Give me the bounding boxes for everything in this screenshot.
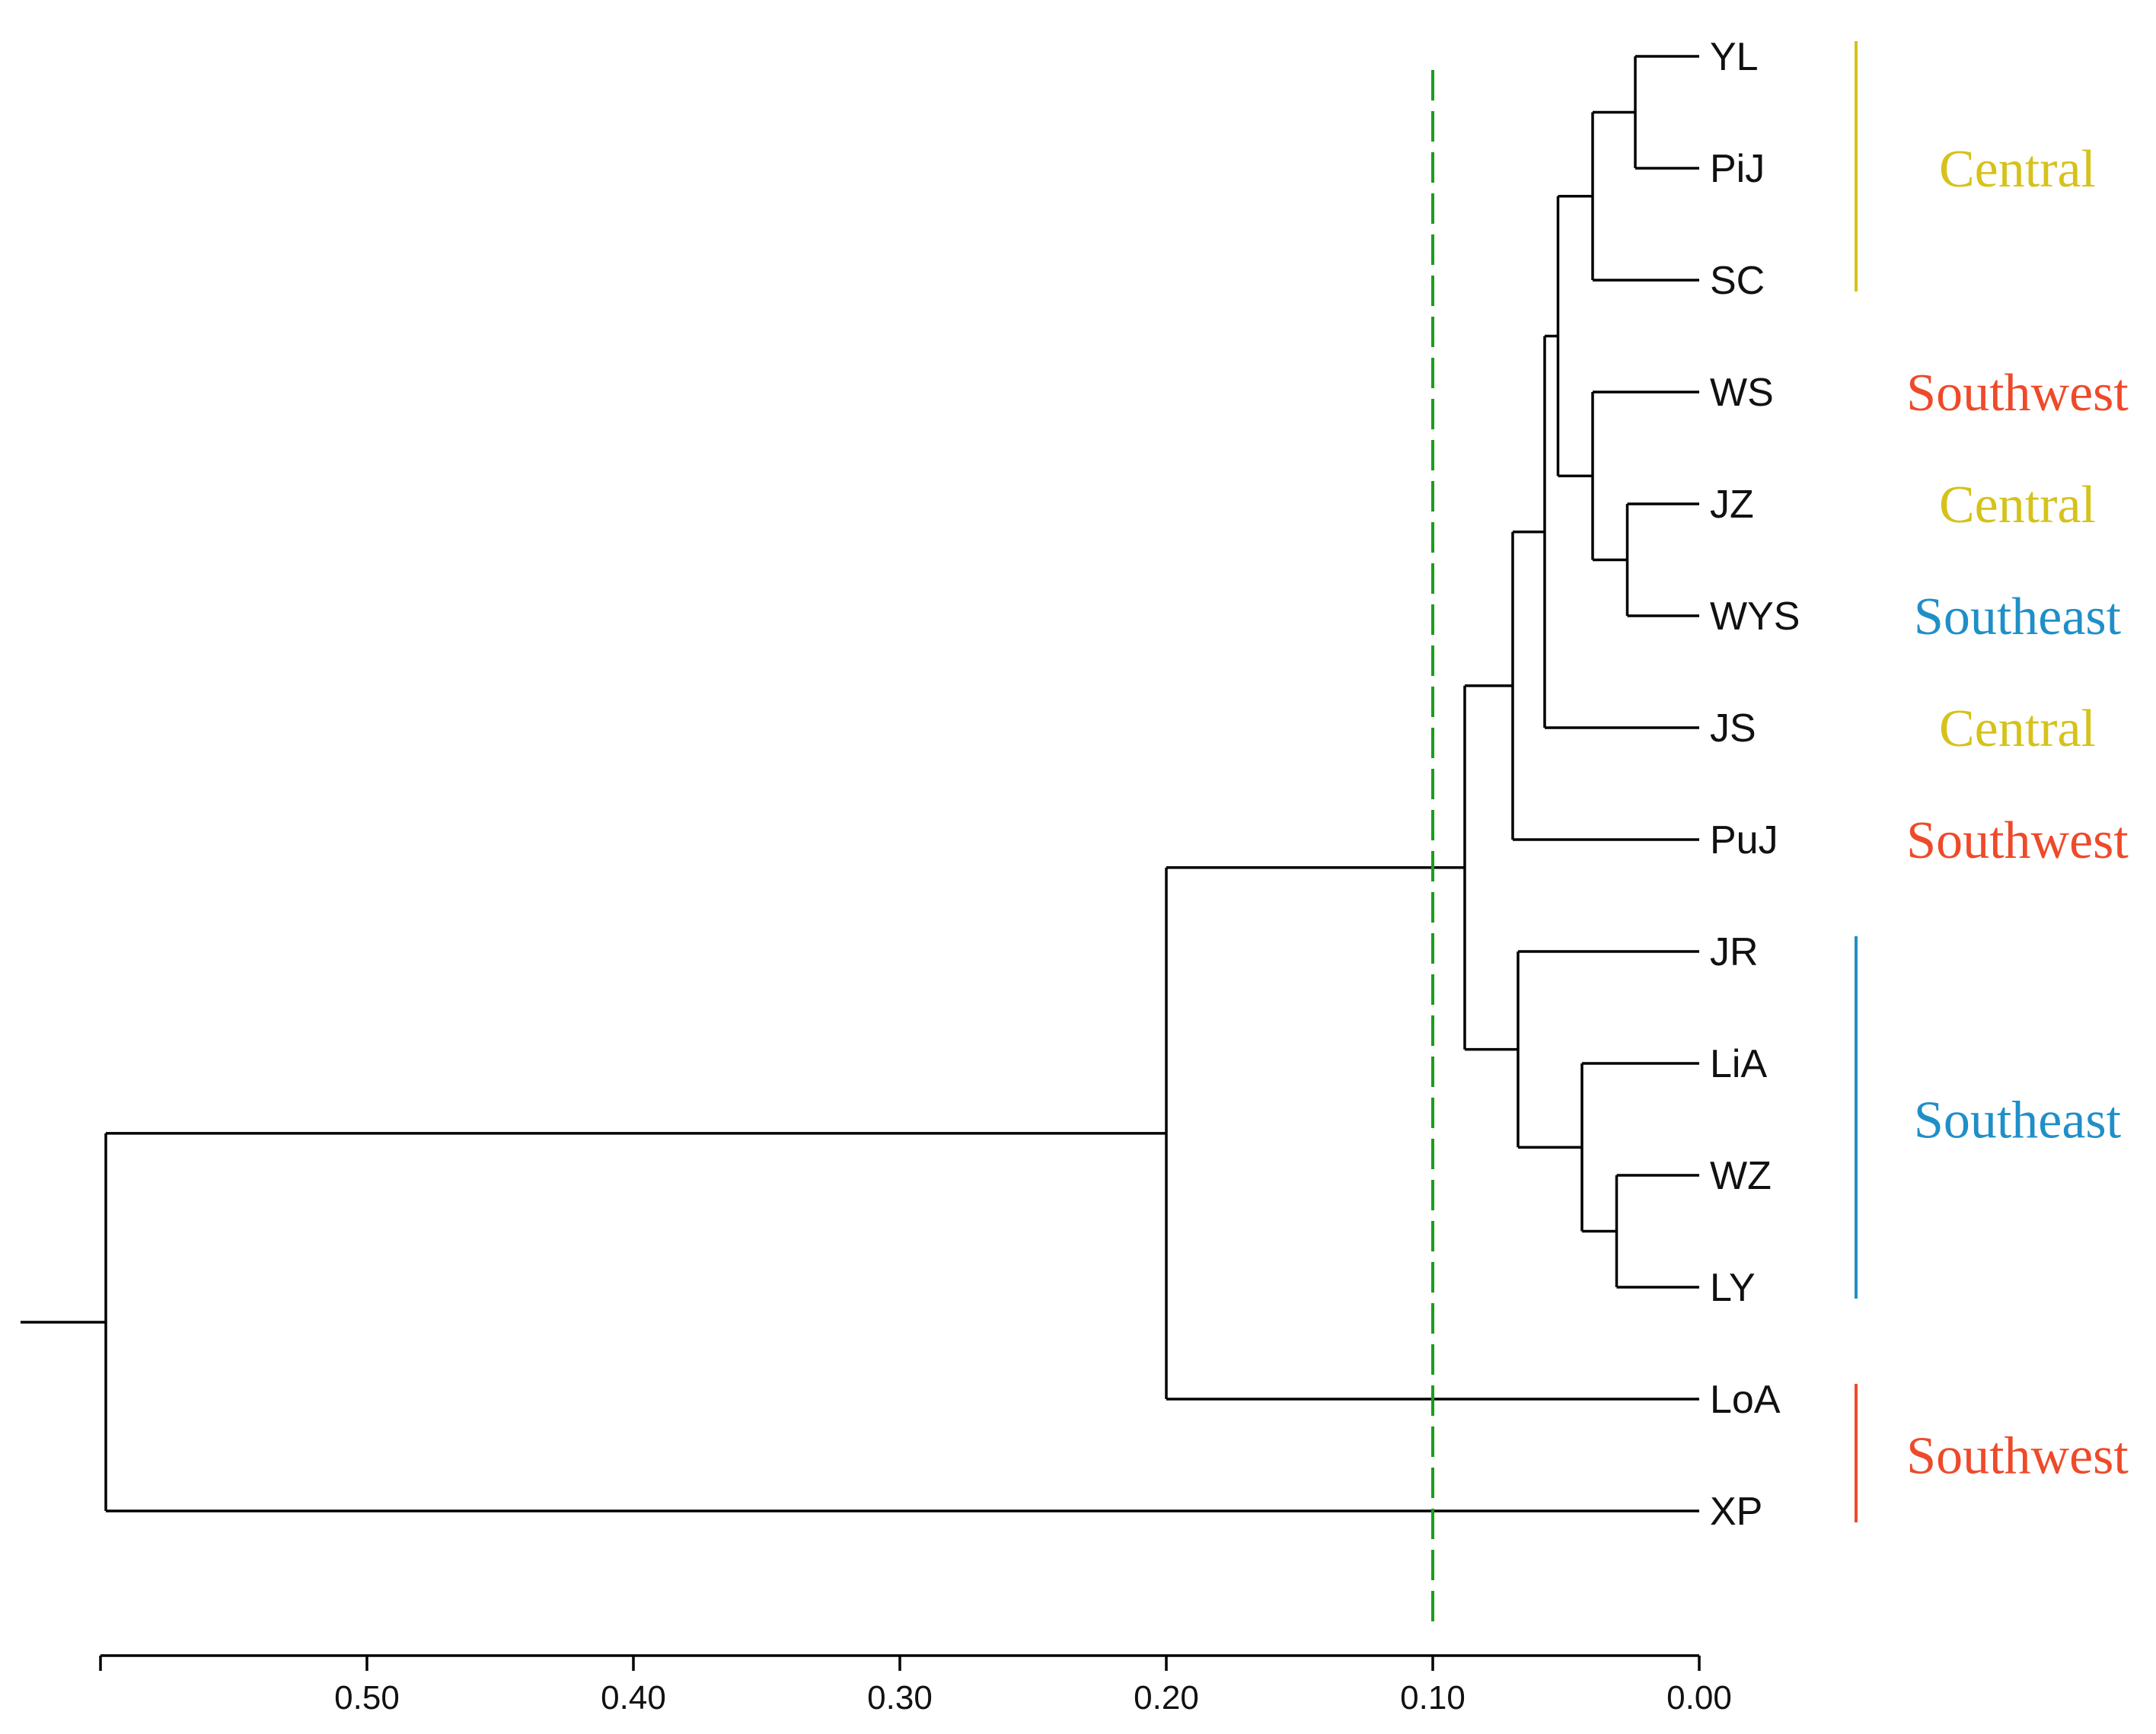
leaf-label-wys: WYS <box>1710 594 1800 639</box>
leaf-label-wz: WZ <box>1710 1154 1772 1198</box>
group-label-southwest: Southwest <box>1906 811 2129 870</box>
leaf-label-xp: XP <box>1710 1490 1762 1534</box>
leaf-label-pij: PiJ <box>1710 147 1765 191</box>
region-groups: Central Southwest Central Southeast Central S… <box>1855 41 2129 1522</box>
axis-tick-label: 0.00 <box>1666 1679 1732 1716</box>
group-label-central: Central <box>1939 700 2096 758</box>
group-label-southwest: Southwest <box>1906 364 2129 422</box>
axis-tick-label: 0.30 <box>867 1679 933 1716</box>
leaf-label-sc: SC <box>1710 259 1765 303</box>
leaf-label-ws: WS <box>1710 371 1774 415</box>
axis-tick-label: 0.10 <box>1400 1679 1466 1716</box>
leaf-label-ly: LY <box>1710 1266 1756 1310</box>
leaf-label-yl: YL <box>1710 35 1759 79</box>
group-label-southeast: Southeast <box>1914 588 2122 646</box>
group-label-central: Central <box>1939 140 2096 199</box>
group-label-southwest: Southwest <box>1906 1427 2129 1486</box>
leaf-label-jz: JZ <box>1710 483 1754 527</box>
group-label-central: Central <box>1939 476 2096 534</box>
distance-axis: 0.50 0.40 0.30 0.20 0.10 0.00 <box>99 1654 1732 1716</box>
axis-tick-label: 0.20 <box>1134 1679 1199 1716</box>
leaf-label-puj: PuJ <box>1710 818 1778 862</box>
leaf-labels: YL PiJ SC WS JZ WYS JS PuJ JR LiA WZ LY LoA XP <box>1710 35 1800 1534</box>
axis-tick-label: 0.40 <box>601 1679 666 1716</box>
leaf-label-jr: JR <box>1710 930 1759 974</box>
leaf-label-loa: LoA <box>1710 1378 1781 1422</box>
axis-tick-label: 0.50 <box>334 1679 400 1716</box>
leaf-label-js: JS <box>1710 706 1756 751</box>
leaf-label-lia: LiA <box>1710 1042 1767 1086</box>
tree-branches <box>21 55 1699 1512</box>
group-label-southeast: Southeast <box>1914 1092 2122 1150</box>
